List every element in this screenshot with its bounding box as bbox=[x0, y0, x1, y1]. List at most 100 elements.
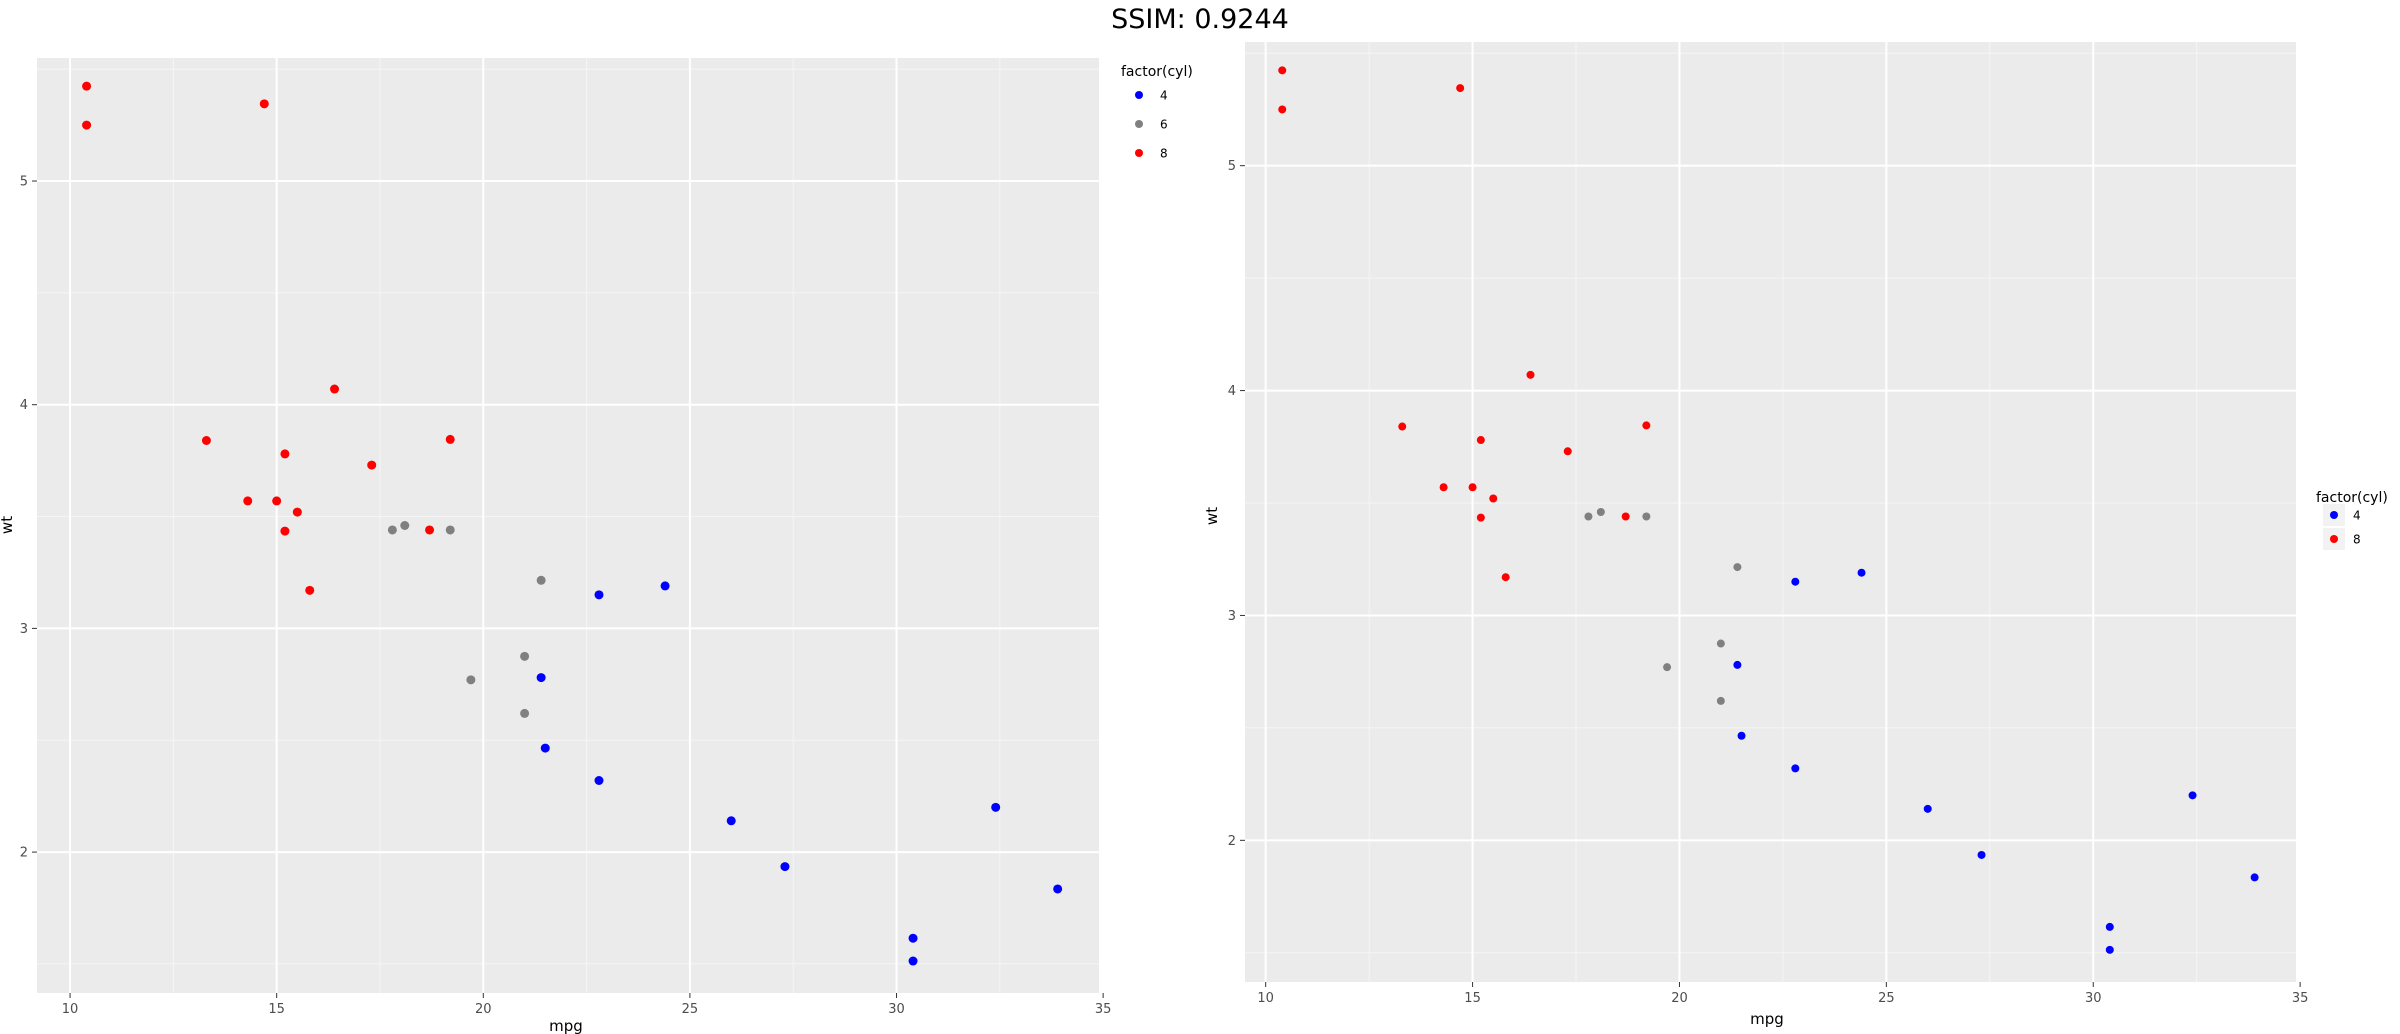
chart1-x-tick-label: 35 bbox=[1095, 1002, 1112, 1017]
chart1-point-series-2 bbox=[400, 521, 410, 530]
chart1-point-series-1 bbox=[660, 581, 670, 591]
chart2-point-series-3 bbox=[1468, 483, 1477, 492]
chart2-y-tick-label: 4 bbox=[1228, 384, 1236, 399]
chart1-legend-title: factor(cyl) bbox=[1121, 64, 1193, 80]
chart2-point-series-1 bbox=[1737, 731, 1746, 740]
chart2-point-series-1 bbox=[2250, 873, 2259, 882]
chart1-point-series-3 bbox=[305, 585, 315, 595]
chart2-point-series-3 bbox=[1489, 494, 1498, 503]
chart1-point-series-2 bbox=[445, 525, 455, 535]
chart2-legend-key-1 bbox=[2330, 511, 2338, 519]
chart1-point-series-3 bbox=[201, 436, 211, 445]
chart1-point-series-3 bbox=[82, 81, 92, 91]
chart2-point-series-2 bbox=[1584, 512, 1593, 521]
chart2-point-series-3 bbox=[1439, 483, 1448, 492]
chart2-point-series-2 bbox=[1716, 696, 1725, 705]
chart1-x-axis-title: mpg bbox=[549, 1017, 583, 1034]
chart1-x-tick-label: 15 bbox=[268, 1002, 285, 1017]
chart2-x-tick-label: 30 bbox=[2085, 991, 2102, 1006]
chart1-y-tick-label: 3 bbox=[20, 622, 28, 637]
chart1-legend-key-1 bbox=[1135, 91, 1143, 99]
chart2-point-series-1 bbox=[2188, 791, 2197, 800]
chart1-point-series-2 bbox=[466, 675, 476, 685]
chart2-point-series-3 bbox=[1278, 66, 1287, 75]
chart1-point-series-3 bbox=[259, 99, 269, 109]
chart2-point-series-2 bbox=[1733, 563, 1742, 572]
chart1-legend-key-3 bbox=[1135, 149, 1143, 157]
chart1-point-series-1 bbox=[536, 673, 546, 683]
chart1-point-series-1 bbox=[726, 816, 736, 826]
chart2-legend-label-2: 8 bbox=[2353, 533, 2361, 547]
chart1-point-series-1 bbox=[594, 590, 604, 600]
chart2-y-tick-label: 2 bbox=[1228, 834, 1236, 849]
chart2-point-series-1 bbox=[2105, 922, 2114, 931]
chart2-x-tick-label: 10 bbox=[1257, 991, 1274, 1006]
chart1-point-series-1 bbox=[540, 743, 550, 753]
chart1-point-series-3 bbox=[330, 384, 340, 394]
chart2-point-series-1 bbox=[1733, 660, 1742, 669]
chart2-point-series-3 bbox=[1526, 370, 1535, 379]
chart1-x-tick-label: 10 bbox=[62, 1002, 79, 1017]
chart2-point-series-1 bbox=[1791, 577, 1800, 586]
chart2-x-tick-label: 25 bbox=[1878, 991, 1895, 1006]
chart2-point-series-3 bbox=[1476, 513, 1485, 522]
chart1-point-series-3 bbox=[243, 496, 253, 506]
chart1-point-series-1 bbox=[594, 776, 604, 785]
chart2-point-series-2 bbox=[1663, 663, 1672, 672]
chart2-point-series-1 bbox=[1857, 568, 1866, 577]
chart1-point-series-1 bbox=[780, 862, 790, 872]
chart2-legend-title: factor(cyl) bbox=[2316, 490, 2388, 506]
chart2-y-tick-label: 3 bbox=[1228, 609, 1236, 624]
chart2-point-series-2 bbox=[1642, 512, 1651, 521]
chart1-panel-background bbox=[37, 58, 1099, 993]
chart2-point-series-3 bbox=[1476, 436, 1485, 445]
chart1-point-series-3 bbox=[445, 434, 455, 444]
chart2-point-series-2 bbox=[1596, 508, 1605, 516]
chart2-point-series-3 bbox=[1456, 84, 1465, 93]
chart2-point-series-3 bbox=[1563, 447, 1572, 456]
chart2-point-series-3 bbox=[1398, 422, 1407, 431]
chart1-point-series-3 bbox=[280, 449, 290, 459]
chart2-point-series-1 bbox=[1977, 850, 1986, 859]
chart2-y-tick-label: 5 bbox=[1228, 159, 1236, 174]
chart1-x-tick-label: 20 bbox=[475, 1002, 492, 1017]
chart2-point-series-2 bbox=[1716, 639, 1725, 648]
chart2-point-series-3 bbox=[1501, 573, 1510, 582]
chart1-legend-label-2: 6 bbox=[1160, 118, 1168, 132]
chart2-point-series-3 bbox=[1621, 512, 1630, 521]
chart1-y-tick-label: 5 bbox=[20, 175, 28, 190]
chart1-point-series-3 bbox=[280, 526, 290, 536]
chart2-x-tick-label: 20 bbox=[1671, 991, 1688, 1006]
chart2-x-tick-label: 35 bbox=[2292, 991, 2309, 1006]
chart2-x-tick-label: 15 bbox=[1464, 991, 1481, 1006]
chart1-y-tick-label: 2 bbox=[20, 846, 28, 861]
chart2-point-series-1 bbox=[1923, 804, 1932, 813]
chart2-point-series-1 bbox=[1791, 764, 1800, 773]
chart1-point-series-2 bbox=[520, 708, 530, 718]
chart1-point-series-3 bbox=[367, 460, 377, 470]
chart1-point-series-1 bbox=[991, 802, 1001, 812]
chart1-legend-label-3: 8 bbox=[1160, 147, 1168, 161]
chart1-point-series-1 bbox=[1053, 884, 1063, 894]
chart1-y-axis-title: wt bbox=[0, 516, 16, 534]
page-title: SSIM: 0.9244 bbox=[1111, 4, 1289, 35]
chart2-legend-label-1: 4 bbox=[2353, 509, 2361, 523]
chart2-panel-background bbox=[1245, 42, 2296, 982]
chart2-legend-key-2 bbox=[2330, 535, 2338, 543]
chart1-x-tick-label: 30 bbox=[888, 1002, 905, 1017]
chart1-legend-label-1: 4 bbox=[1160, 89, 1168, 103]
chart1-point-series-3 bbox=[272, 496, 282, 506]
chart2-point-series-3 bbox=[1278, 105, 1287, 114]
chart1-point-series-2 bbox=[520, 651, 530, 661]
chart2-point-series-1 bbox=[2105, 945, 2114, 954]
chart2-y-axis-title: wt bbox=[1203, 507, 1221, 525]
chart2-point-series-3 bbox=[1642, 421, 1651, 430]
chart1-point-series-3 bbox=[82, 120, 92, 130]
chart1-point-series-1 bbox=[908, 956, 918, 966]
chart1-point-series-1 bbox=[908, 933, 918, 943]
chart1-point-series-3 bbox=[292, 507, 302, 517]
chart2-x-axis-title: mpg bbox=[1750, 1010, 1784, 1028]
chart1-legend-key-2 bbox=[1135, 120, 1143, 128]
chart1-point-series-3 bbox=[425, 525, 435, 535]
